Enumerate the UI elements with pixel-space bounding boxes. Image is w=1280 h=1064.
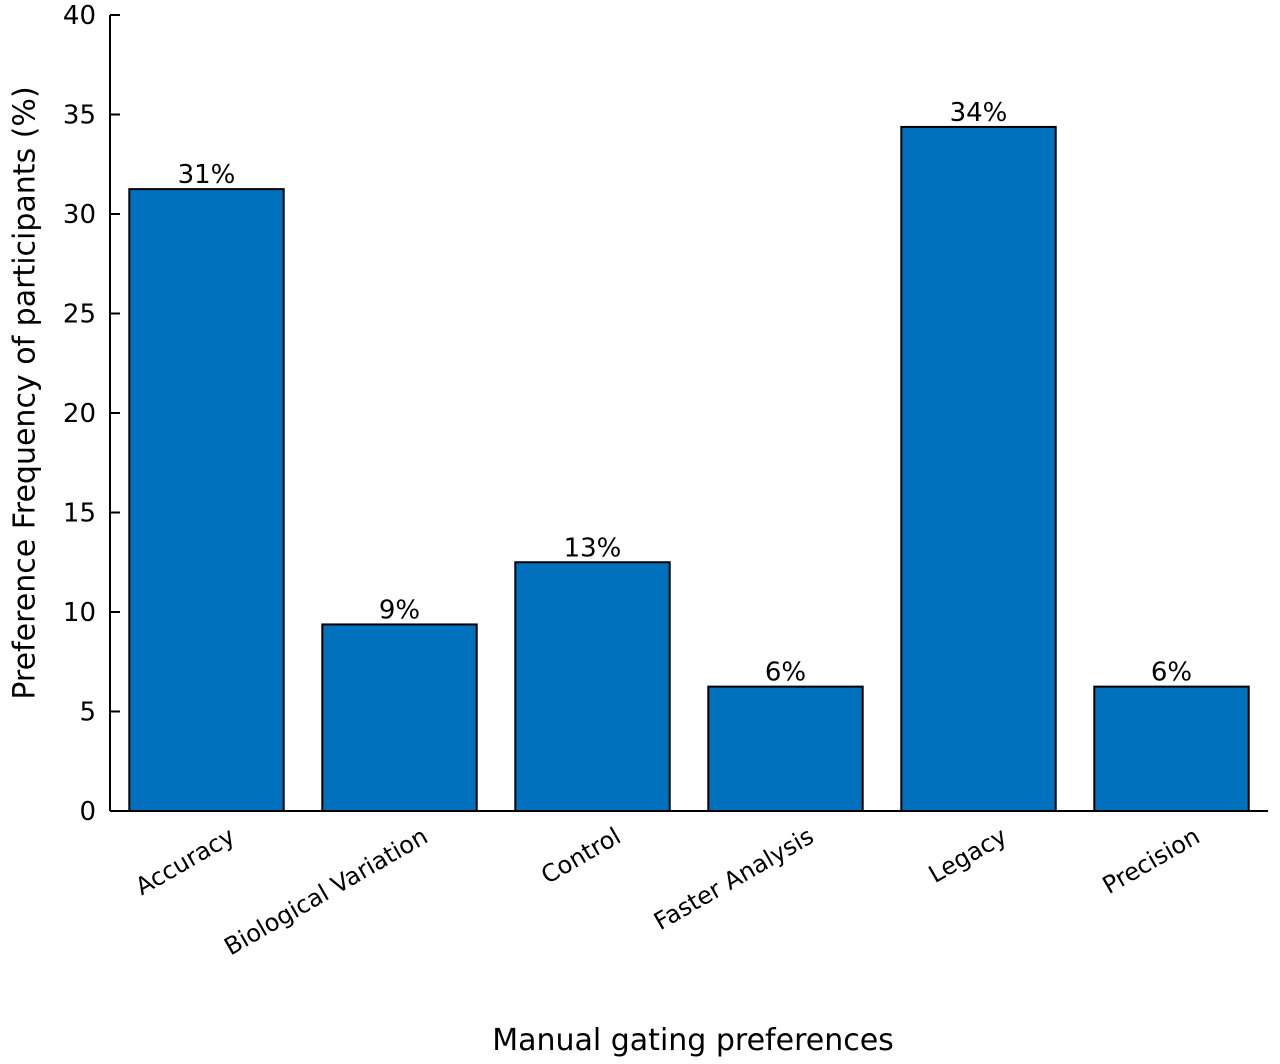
bar-control <box>514 561 671 812</box>
y-tick-label: 30 <box>63 200 96 230</box>
y-tick-label: 35 <box>63 101 96 131</box>
bar-faster-analysis <box>707 685 864 812</box>
y-tick-label: 10 <box>63 598 96 628</box>
y-tick-label: 25 <box>63 300 96 330</box>
bar-precision <box>1093 685 1250 812</box>
data-label-precision: 6% <box>1151 658 1192 688</box>
y-tick-label: 40 <box>63 1 96 31</box>
y-tick-label: 15 <box>63 499 96 529</box>
y-axis-title: Preference Frequency of participants (%) <box>8 86 43 699</box>
x-tick-label-accuracy: Accuracy <box>131 822 240 901</box>
y-tick-label: 5 <box>79 698 96 728</box>
data-label-legacy: 34% <box>950 98 1008 128</box>
bars-layer <box>128 125 1250 812</box>
data-label-faster-analysis: 6% <box>765 658 806 688</box>
y-tick-label: 20 <box>63 399 96 429</box>
x-tick-label-faster-analysis: Faster Analysis <box>649 822 818 936</box>
bar-legacy <box>900 125 1057 812</box>
x-tick-label-precision: Precision <box>1098 822 1205 900</box>
data-label-biological-variation: 9% <box>379 595 420 625</box>
data-labels-layer: 31% 9% 13% 6% 34% 6% <box>178 98 1193 688</box>
y-ticks-layer: 0 5 10 15 20 25 30 35 40 <box>63 1 120 827</box>
bar-biological-variation <box>321 623 478 812</box>
x-tick-label-control: Control <box>536 822 625 890</box>
y-tick-label: 0 <box>79 797 96 827</box>
bar-accuracy <box>128 188 285 812</box>
x-tick-label-biological-variation: Biological Variation <box>220 822 433 961</box>
data-label-control: 13% <box>564 533 622 563</box>
x-tick-label-legacy: Legacy <box>924 822 1012 889</box>
x-axis-title: Manual gating preferences <box>492 1023 894 1058</box>
data-label-accuracy: 31% <box>178 160 236 190</box>
